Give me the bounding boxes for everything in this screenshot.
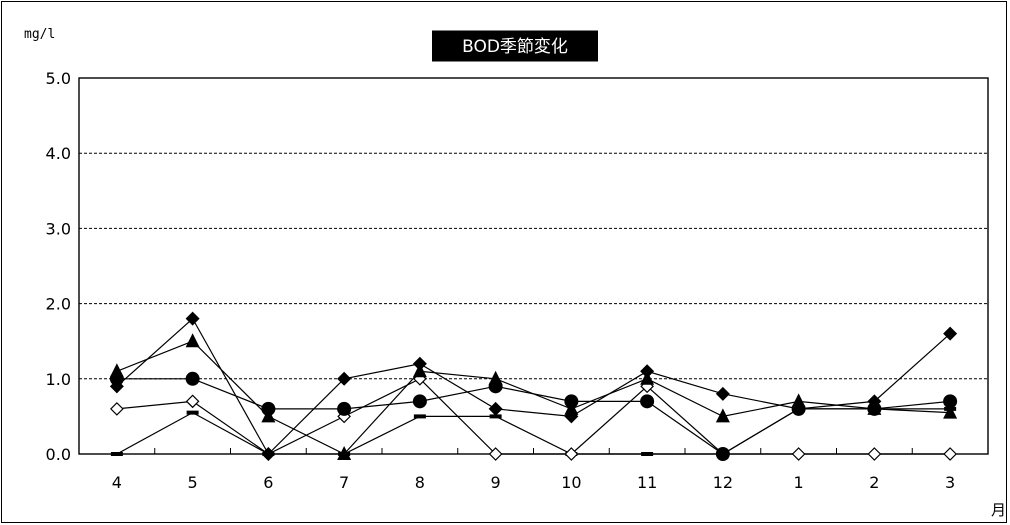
- data-point-diamond: [564, 409, 579, 424]
- x-tick-label: 4: [112, 473, 122, 492]
- chart-title: BOD季節変化: [462, 37, 568, 57]
- x-tick-label: 2: [869, 473, 879, 492]
- data-point-open-diamond: [185, 394, 200, 409]
- x-tick-label: 9: [491, 473, 501, 492]
- x-tick-label: 7: [339, 473, 349, 492]
- axes: [78, 77, 989, 455]
- y-tick-label: 1.0: [46, 370, 71, 389]
- data-point-diamond: [261, 447, 276, 461]
- chart-title-group: BOD季節変化: [432, 30, 598, 62]
- grid-lines: [79, 152, 988, 380]
- series-1: [109, 311, 958, 461]
- data-point-open-diamond: [867, 447, 882, 461]
- x-tick-label: 12: [713, 473, 733, 492]
- data-point-diamond: [412, 356, 427, 371]
- x-tick-label: 1: [794, 473, 804, 492]
- data-point-circle: [640, 394, 655, 409]
- data-point-dash: [489, 414, 502, 419]
- data-point-circle: [943, 394, 958, 409]
- x-tick-label: 11: [637, 473, 657, 492]
- data-point-circle: [337, 401, 352, 416]
- data-point-dash: [413, 414, 426, 419]
- data-point-dash: [110, 452, 123, 456]
- x-axis-label: 月: [991, 501, 1006, 519]
- data-point-open-diamond: [110, 402, 124, 416]
- x-tick-label: 6: [263, 473, 273, 492]
- data-point-diamond: [867, 394, 882, 409]
- data-point-diamond: [337, 371, 352, 386]
- data-point-open-diamond: [488, 447, 503, 461]
- data-point-triangle: [943, 404, 958, 419]
- series-line: [116, 408, 951, 455]
- series-line: [116, 317, 951, 455]
- series-line: [116, 378, 951, 455]
- data-point-triangle: [109, 363, 124, 378]
- data-point-diamond: [715, 386, 730, 401]
- y-tick-label: 5.0: [46, 69, 71, 88]
- data-point-diamond: [791, 401, 806, 416]
- data-point-diamond: [488, 401, 503, 416]
- series-line: [116, 340, 951, 455]
- data-point-triangle: [337, 446, 352, 460]
- data-point-diamond: [943, 326, 958, 341]
- series-group: [109, 311, 958, 461]
- data-point-dash: [641, 452, 654, 456]
- data-point-circle: [715, 447, 730, 461]
- x-tick-label: 5: [188, 473, 198, 492]
- data-point-open-diamond: [943, 447, 957, 461]
- data-point-triangle: [791, 393, 806, 408]
- data-point-triangle: [715, 408, 730, 423]
- y-tick-label: 0.0: [46, 445, 71, 464]
- x-tick-label: 8: [415, 473, 425, 492]
- data-point-circle: [412, 394, 427, 409]
- data-point-open-diamond: [791, 447, 806, 461]
- data-point-open-diamond: [564, 447, 579, 461]
- data-point-triangle: [185, 333, 200, 348]
- y-tick-label: 4.0: [46, 144, 71, 163]
- y-tick-label: 2.0: [46, 295, 71, 314]
- chart-title-background: [432, 30, 598, 62]
- plot-area-border: [78, 77, 989, 455]
- data-point-triangle: [488, 370, 503, 385]
- x-tick-labels: 4 5 6 7 8 9 10 11 12 1 2 3: [112, 473, 955, 492]
- data-point-triangle: [564, 400, 579, 415]
- data-point-diamond: [640, 364, 655, 379]
- data-point-dash: [186, 410, 199, 415]
- y-axis-label: mg/l: [24, 27, 55, 42]
- data-point-triangle: [261, 408, 276, 423]
- y-tick-label: 3.0: [46, 219, 71, 238]
- data-point-diamond: [109, 379, 124, 394]
- data-point-diamond: [185, 311, 200, 326]
- x-tick-label: 10: [561, 473, 581, 492]
- data-point-circle: [185, 371, 200, 386]
- x-tick-label: 3: [945, 473, 955, 492]
- y-tick-labels: 0.0 1.0 2.0 3.0 4.0 5.0: [46, 69, 71, 464]
